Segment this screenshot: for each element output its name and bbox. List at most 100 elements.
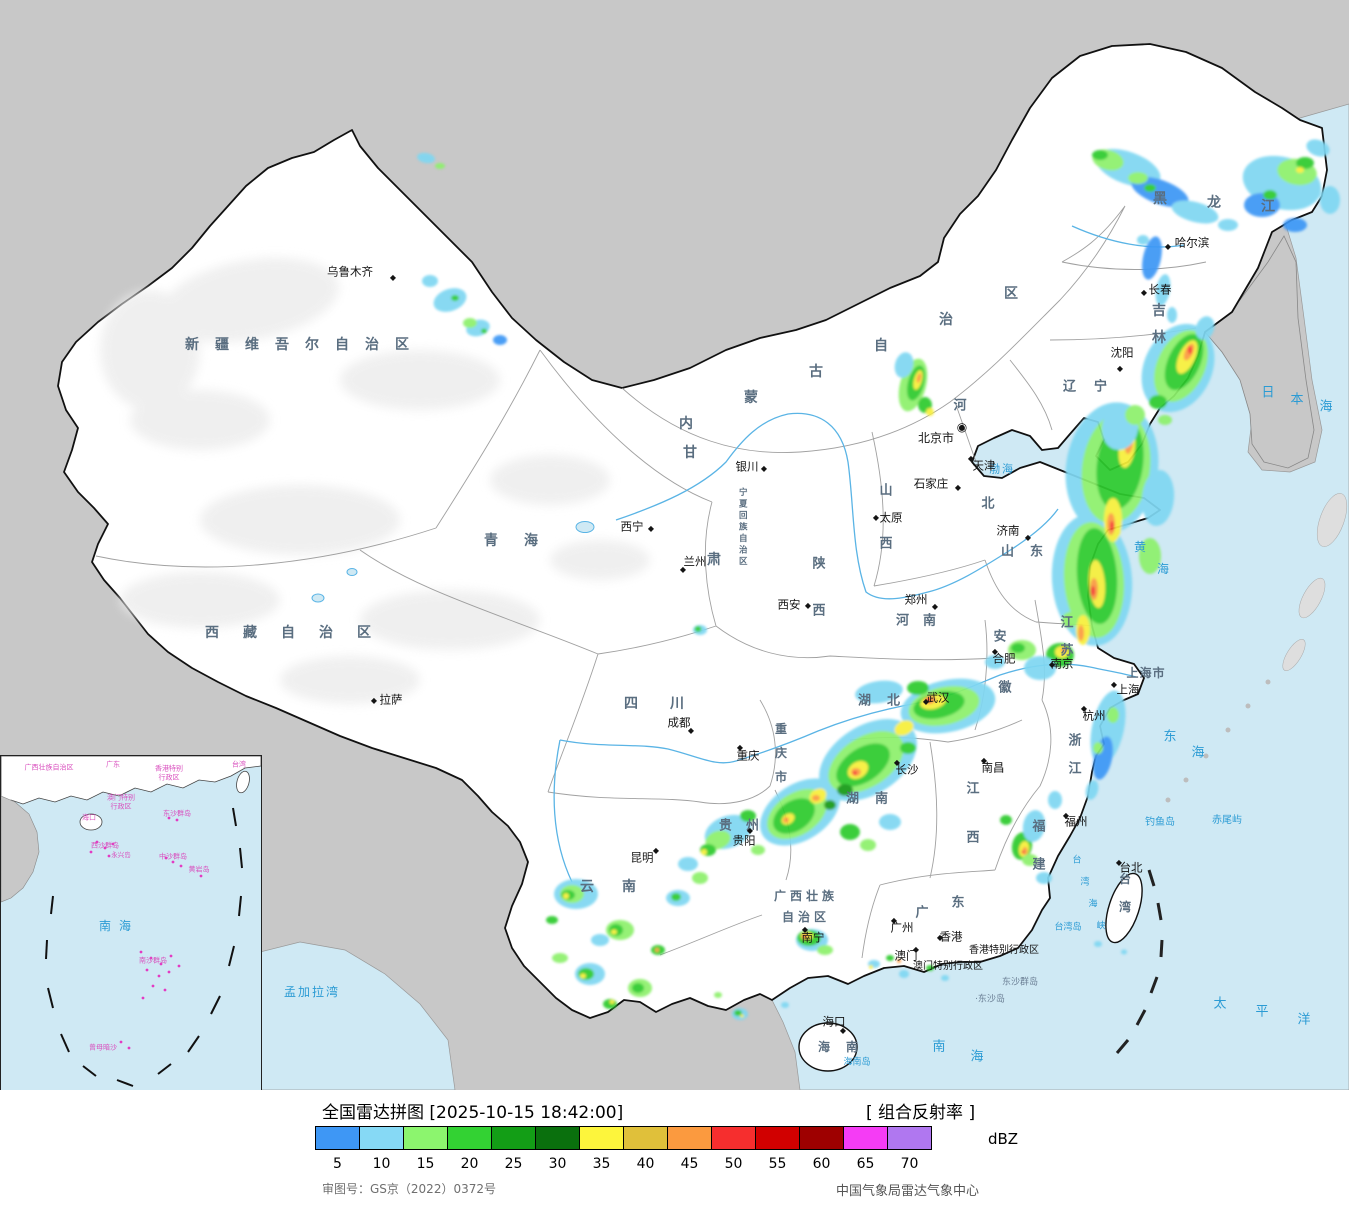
radar-echo-layer <box>417 139 1340 1020</box>
inset-indochina <box>1 795 40 903</box>
radar-echo <box>879 814 901 830</box>
legend-scale: 5 10 15 20 25 30 35 40 45 50 55 60 65 70 <box>315 1126 932 1172</box>
legend-unit: dBZ <box>988 1130 1019 1148</box>
radar-echo <box>1048 791 1062 809</box>
radar-echo <box>433 288 467 312</box>
scale-value: 55 <box>768 1156 787 1172</box>
radar-echo <box>894 720 914 736</box>
radar-echo <box>1306 139 1330 157</box>
radar-echo <box>802 935 806 939</box>
radar-echo <box>1218 219 1238 231</box>
radar-echo <box>740 810 756 822</box>
radar-echo <box>1139 538 1161 574</box>
radar-echo <box>1022 810 1046 842</box>
radar-echo <box>1167 307 1177 323</box>
radar-echo <box>1036 872 1052 884</box>
taiwan-island <box>1105 872 1143 944</box>
radar-echo <box>1158 415 1172 425</box>
scale-value: 50 <box>724 1156 743 1172</box>
radar-echo <box>1125 405 1145 425</box>
scale-color-cell <box>579 1126 624 1150</box>
radar-echo <box>855 680 903 704</box>
scale-color-cell <box>755 1126 800 1150</box>
radar-echo <box>1121 949 1127 955</box>
radar-echo <box>714 992 722 998</box>
scale-value: 40 <box>636 1156 655 1172</box>
radar-echo <box>1091 586 1095 596</box>
radar-echo <box>546 916 558 924</box>
radar-echo <box>1094 941 1102 947</box>
scale-value: 25 <box>504 1156 523 1172</box>
legend-title: 全国雷达拼图 [2025-10-15 18:42:00] <box>322 1103 624 1123</box>
radar-echo <box>1022 854 1038 866</box>
province-boundaries <box>95 205 1207 959</box>
radar-echo <box>1171 200 1219 224</box>
radar-echo <box>869 965 873 969</box>
radar-echo <box>1188 346 1192 354</box>
scale-step: 40 <box>623 1126 668 1172</box>
radar-echo <box>552 953 568 963</box>
radar-echo <box>1062 612 1078 628</box>
scale-step: 60 <box>799 1126 844 1172</box>
radar-echo <box>611 929 617 935</box>
radar-echo <box>1142 236 1162 280</box>
radar-echo <box>1283 218 1307 232</box>
radar-echo <box>609 1000 615 1004</box>
inset-taiwan <box>236 770 250 794</box>
scale-step: 55 <box>755 1126 800 1172</box>
radar-echo <box>603 999 617 1009</box>
radar-echo <box>751 845 765 855</box>
scale-step: 10 <box>359 1126 404 1172</box>
radar-echo <box>740 1014 744 1018</box>
map-approval-number: 审图号：GS京（2022）0372号 <box>322 1182 496 1196</box>
scale-color-cell <box>491 1126 536 1150</box>
radar-echo <box>422 275 438 287</box>
radar-echo <box>692 872 708 884</box>
radar-echo <box>435 163 445 169</box>
radar-echo <box>493 335 507 345</box>
radar-echo <box>941 975 949 981</box>
radar-echo <box>463 318 477 328</box>
china-radar-map: 新疆维吾尔自治区 西藏自治区 青海甘肃内蒙古自治区黑龙江吉林辽宁河北山西山东 河南陕西… <box>0 0 1349 1092</box>
radar-echo <box>817 945 833 955</box>
radar-echo <box>591 934 609 946</box>
radar-echo <box>1092 150 1108 160</box>
scale-color-cell <box>359 1126 404 1150</box>
radar-echo <box>812 795 820 801</box>
scale-value: 5 <box>333 1156 342 1172</box>
radar-echo <box>1195 316 1215 340</box>
radar-echo <box>894 352 914 378</box>
scale-value: 60 <box>812 1156 831 1172</box>
scale-color-cell <box>623 1126 668 1150</box>
radar-echo <box>694 626 702 632</box>
scale-color-cell <box>843 1126 888 1150</box>
radar-echo <box>655 948 659 952</box>
map-base-svg <box>57 43 1349 1090</box>
radar-echo <box>926 408 934 416</box>
radar-echo <box>899 970 909 978</box>
radar-echo <box>1155 274 1171 306</box>
scale-color-cell <box>403 1126 448 1150</box>
radar-echo <box>632 983 644 993</box>
korea-peninsula <box>1204 235 1315 469</box>
radar-echo <box>781 1002 789 1008</box>
scale-step: 15 <box>403 1126 448 1172</box>
radar-echo <box>783 817 789 823</box>
japan-islands <box>1282 493 1348 671</box>
radar-echo <box>1263 190 1277 200</box>
radar-echo <box>1110 521 1114 531</box>
radar-echo <box>1011 643 1025 653</box>
scale-step: 50 <box>711 1126 756 1172</box>
hainan-island <box>798 1022 858 1072</box>
inset-hainan <box>79 813 103 831</box>
radar-echo <box>1320 186 1340 214</box>
lakes <box>311 521 595 603</box>
producer-credit: 中国气象局雷达气象中心 <box>836 1184 980 1199</box>
scale-step: 70 <box>887 1126 932 1172</box>
bay-of-bengal <box>259 941 456 1090</box>
radar-echo <box>678 857 698 871</box>
radar-echo <box>907 681 929 695</box>
radar-echo <box>837 784 853 796</box>
scale-color-cell <box>887 1126 932 1150</box>
radar-echo <box>1131 176 1189 208</box>
